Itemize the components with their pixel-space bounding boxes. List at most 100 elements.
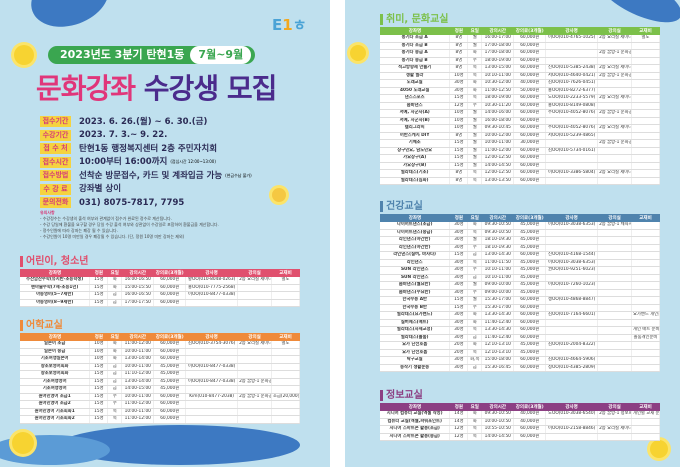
column-header: 강좌명: [20, 269, 90, 277]
table-row: 가요장구(B) 15명 월 14:00-14:50 60,000원: [380, 162, 660, 171]
table-cell: 이OO(010-8477-0338): [185, 378, 239, 387]
table-cell: 60,000원: [153, 299, 187, 308]
table-cell: 김OO(010-3754-3076): [185, 341, 239, 349]
table-cell: [597, 319, 633, 328]
table-cell: 금: [107, 363, 123, 372]
table-cell: [597, 356, 633, 365]
table-cell: 금: [467, 274, 483, 283]
title-part-1: 문화강좌: [36, 72, 136, 105]
table-cell: 60,000원: [153, 277, 187, 285]
table-cell: 45,000원: [153, 378, 187, 387]
table-cell: 목: [467, 177, 483, 186]
table-cell: 60,000원: [513, 251, 547, 260]
table-cell: [597, 57, 633, 66]
table-cell: 월: [467, 117, 483, 126]
table-cell: 이OO(010-3038-6353): [545, 259, 599, 268]
table-row: SUN 라인댄스 30명 수 10:10-11:00 45,000원 권OO(010-92…: [380, 266, 660, 275]
table-cell: [271, 400, 300, 409]
table-cell: 10명: [449, 117, 469, 126]
table-cell: 시니어 스마트폰 활용(중급): [380, 433, 451, 442]
table-cell: 15:00-15:50: [121, 284, 155, 293]
table-cell: 60,000원: [513, 49, 547, 58]
table-cell: 14명: [449, 418, 469, 427]
table-cell: 60,000원: [513, 433, 547, 442]
table-header: 강좌명 정원 요일 강의시간 강의료(3개월) 강사명 강의실 교재비: [20, 333, 300, 341]
table-cell: 60,000원: [513, 169, 547, 178]
info-value: 선착순 방문접수, 카드 및 계좌입금 가능: [79, 170, 223, 181]
table-cell: 60,000원: [153, 355, 187, 364]
table-row: 한국무용 B반 15명 수 15:30-17:00 60,000원: [380, 304, 660, 313]
table-cell: Kim(010-8477-2038): [185, 393, 239, 402]
table-cell: 통기타 초급 B: [380, 42, 451, 51]
table-row: 라인댄스 30명 목 11:00-11:50 45,000원 이OO(010-3038-6…: [380, 259, 660, 268]
column-header: 강의시간: [121, 269, 154, 277]
table-cell: 필라테스(요가밴드): [380, 311, 451, 320]
table-cell: 수: [467, 102, 483, 111]
table-cell: 화: [467, 87, 483, 96]
info-row: 수강기간 2023. 7. 3.~ 9. 22.: [40, 129, 252, 142]
table-cell: 목: [467, 326, 483, 335]
flower-decoration: [350, 45, 366, 61]
table-cell: 30명: [449, 274, 469, 283]
table-cell: 30,000원: [513, 139, 547, 148]
table-cell: 30명: [449, 326, 469, 335]
months: 7월~9월: [190, 46, 252, 64]
table-cell: 60,000원: [513, 147, 547, 156]
table-cell: [597, 154, 633, 163]
table-cell: 17:00-17:50: [121, 299, 155, 308]
table-row: 원어민영어 기초회화2 15명 목 11:00-12:00 60,000원: [20, 415, 300, 424]
table-cell: [545, 154, 599, 163]
flower-decoration: [650, 440, 668, 458]
table-cell: 15명: [89, 277, 109, 285]
table-cell: [597, 162, 633, 171]
table-cell: 화: [467, 222, 483, 230]
table-cell: 8명: [449, 42, 469, 51]
table-cell: [185, 370, 239, 379]
table-cell: 60,000원: [513, 177, 547, 186]
table-cell: 이OO(010-8477-0338): [185, 291, 239, 300]
info-note: (현금수납 불가): [225, 172, 252, 178]
table-cell: [545, 289, 599, 298]
table-cell: 월: [467, 109, 483, 118]
table-cell: [631, 72, 660, 81]
table-cell: [631, 274, 660, 283]
table-cell: 월: [467, 296, 483, 305]
table-header: 강좌명 정원 요일 강의시간 강의료(3개월) 강사명 강의실 교재비: [380, 214, 660, 222]
info-label: 접 수 처: [40, 143, 71, 154]
table-row: SUN 라인댄스 30명 금 10:10-11:00 45,000원: [380, 274, 660, 283]
column-header: 교재비: [631, 27, 660, 35]
table-cell: 12:10-13:10: [481, 341, 515, 350]
column-header: 정원: [89, 269, 108, 277]
table-cell: 금: [107, 299, 123, 308]
table-cell: 16:00-17:00: [481, 35, 515, 43]
title-part-2: 수강생 모집: [143, 72, 278, 105]
table-cell: 원어민영어 기초회화1: [20, 408, 91, 417]
table-cell: SUN 라인댄스: [380, 266, 451, 275]
table-cell: [631, 289, 660, 298]
info-value: 탄현1동 행정복지센터 2층 주민자치회: [79, 143, 218, 154]
table-row: 필라테스(볼룸) 30명 금 11:40-12:40 60,000원 볼룸개인준비: [380, 334, 660, 343]
table-cell: 별도: [271, 277, 300, 285]
info-value: 2023. 6. 26.(월) ~ 6. 30.(금): [79, 116, 208, 127]
column-header: 교재비: [271, 333, 300, 341]
table-cell: 15명: [449, 251, 469, 260]
table-cell: 신OO(010-4168-1544): [545, 251, 599, 260]
table-cell: 수: [467, 266, 483, 275]
table-cell: 장구민요, 남도민요: [380, 147, 451, 156]
table-row: 필라테스(심화) 8명 목 13:00-13:50 60,000원: [380, 177, 660, 186]
table-cell: 10:00-11:00: [121, 393, 155, 402]
table-cell: 노OO(010-2233-5579): [545, 94, 599, 103]
table-cell: 볼룸개인준비: [631, 334, 660, 343]
table-cell: 화: [467, 49, 483, 58]
table-cell: [271, 385, 300, 394]
table-cell: 김OO(010-7164-6601): [545, 311, 599, 320]
table-cell: [237, 355, 273, 364]
table-cell: 45,000원: [513, 244, 547, 253]
table-cell: 통기타 초급 A: [380, 35, 451, 43]
table-cell: [545, 326, 599, 335]
column-header: 강의시간: [121, 333, 154, 341]
table-cell: 30명: [449, 311, 469, 320]
table-cell: 13:00-14:00: [121, 378, 155, 387]
table-cell: [545, 304, 599, 313]
table-cell: 13:00-14:00: [121, 355, 155, 364]
